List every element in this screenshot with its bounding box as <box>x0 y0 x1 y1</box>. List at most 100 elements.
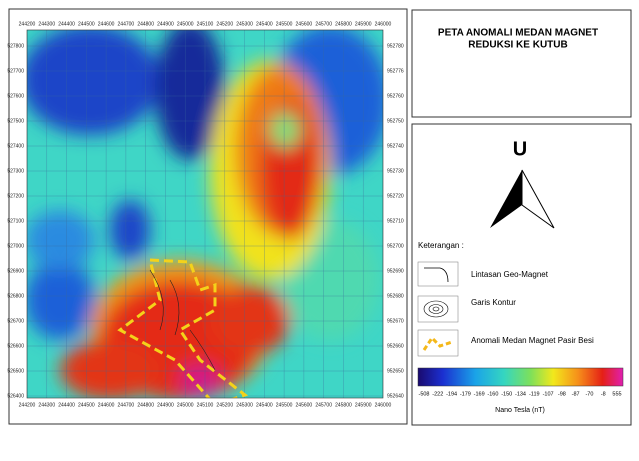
legend-item: Lintasan Geo-Magnet <box>471 270 549 279</box>
x-tick-label: 245000 <box>177 402 194 408</box>
x-tick-label: 244500 <box>78 402 95 408</box>
x-tick-label: 245700 <box>315 402 332 408</box>
y-tick-label: 952780 <box>387 43 404 49</box>
colorbar-label: -179 <box>460 391 471 397</box>
y-tick-label: 527000 <box>7 243 24 249</box>
y-tick-label: 526500 <box>7 368 24 374</box>
x-tick-label: 245000 <box>177 21 194 27</box>
x-tick-label: 244200 <box>19 402 36 408</box>
x-tick-label: 245200 <box>216 21 233 27</box>
x-tick-label: 245700 <box>315 21 332 27</box>
x-tick-label: 245300 <box>236 402 253 408</box>
colorbar-label: -134 <box>515 391 526 397</box>
colorbar-unit: Nano Tesla (nT) <box>495 407 545 414</box>
x-tick-label: 245900 <box>355 21 372 27</box>
x-tick-label: 245600 <box>296 21 313 27</box>
x-tick-label: 244400 <box>58 402 75 408</box>
colorbar-label: -169 <box>474 391 485 397</box>
north-label: U <box>513 138 527 160</box>
legend-swatch <box>417 295 459 323</box>
colorbar <box>417 367 624 387</box>
colorbar-label: -87 <box>572 391 580 397</box>
y-tick-label: 527300 <box>7 168 24 174</box>
x-tick-label: 245400 <box>256 21 273 27</box>
colorbar-label: -107 <box>543 391 554 397</box>
y-tick-label: 526600 <box>7 343 24 349</box>
north-arrow <box>490 170 522 228</box>
colorbar-label: -150 <box>501 391 512 397</box>
x-tick-label: 245500 <box>276 402 293 408</box>
y-tick-label: 527800 <box>7 43 24 49</box>
y-tick-label: 952730 <box>387 168 404 174</box>
y-tick-label: 527600 <box>7 93 24 99</box>
colorbar-label: -98 <box>558 391 566 397</box>
y-tick-label: 527400 <box>7 143 24 149</box>
y-tick-label: 952680 <box>387 293 404 299</box>
contour <box>149 269 216 371</box>
x-tick-label: 245100 <box>197 402 214 408</box>
x-tick-label: 244500 <box>78 21 95 27</box>
y-tick-label: 952640 <box>387 393 404 399</box>
x-tick-label: 244300 <box>38 402 55 408</box>
x-tick-label: 245300 <box>236 21 253 27</box>
title: PETA ANOMALI MEDAN MAGNET <box>438 28 598 39</box>
legend-line <box>424 267 449 283</box>
y-tick-label: 526400 <box>7 393 24 399</box>
title-box <box>411 9 632 118</box>
y-tick-label: 526700 <box>7 318 24 324</box>
x-tick-label: 245200 <box>216 402 233 408</box>
x-tick-label: 245900 <box>355 402 372 408</box>
x-tick-label: 246000 <box>375 402 392 408</box>
x-tick-label: 244200 <box>19 21 36 27</box>
y-tick-label: 952740 <box>387 143 404 149</box>
x-tick-label: 244900 <box>157 402 174 408</box>
x-tick-label: 245500 <box>276 21 293 27</box>
legend-heading: Keterangan : <box>418 241 464 250</box>
y-tick-label: 527100 <box>7 218 24 224</box>
x-tick-label: 244800 <box>137 21 154 27</box>
x-tick-label: 244400 <box>58 21 75 27</box>
x-tick-label: 245800 <box>335 21 352 27</box>
colorbar-label: -194 <box>446 391 457 397</box>
colorbar-label: -70 <box>585 391 593 397</box>
x-tick-label: 244600 <box>98 402 115 408</box>
y-tick-label: 952760 <box>387 93 404 99</box>
y-tick-label: 952776 <box>387 68 404 74</box>
y-tick-label: 952720 <box>387 193 404 199</box>
y-tick-label: 952710 <box>387 218 404 224</box>
colorbar-label: 555 <box>612 391 621 397</box>
x-tick-label: 245800 <box>335 402 352 408</box>
x-tick-label: 245600 <box>296 402 313 408</box>
y-tick-label: 952650 <box>387 368 404 374</box>
map-area <box>27 30 383 398</box>
y-tick-label: 952690 <box>387 268 404 274</box>
subtitle: REDUKSI KE KUTUB <box>468 40 567 51</box>
north-arrow <box>521 169 555 229</box>
legend-swatch <box>417 329 459 357</box>
anomaly-outline <box>117 258 249 398</box>
x-tick-label: 246000 <box>375 21 392 27</box>
x-tick-label: 244900 <box>157 21 174 27</box>
y-tick-label: 952750 <box>387 118 404 124</box>
y-tick-label: 527500 <box>7 118 24 124</box>
x-tick-label: 244800 <box>137 402 154 408</box>
y-tick-label: 526800 <box>7 293 24 299</box>
x-tick-label: 245400 <box>256 402 273 408</box>
x-tick-label: 245100 <box>197 21 214 27</box>
colorbar-label: -508 <box>418 391 429 397</box>
y-tick-label: 952660 <box>387 343 404 349</box>
x-tick-label: 244600 <box>98 21 115 27</box>
legend-item: Garis Kontur <box>471 298 516 307</box>
legend-swatch <box>417 261 459 287</box>
colorbar-label: -160 <box>487 391 498 397</box>
y-tick-label: 952670 <box>387 318 404 324</box>
y-tick-label: 952700 <box>387 243 404 249</box>
colorbar-label: -8 <box>601 391 606 397</box>
y-tick-label: 526900 <box>7 268 24 274</box>
colorbar-label: -119 <box>529 391 540 397</box>
x-tick-label: 244700 <box>118 402 135 408</box>
colorbar-label: -222 <box>432 391 443 397</box>
y-tick-label: 527200 <box>7 193 24 199</box>
y-tick-label: 527700 <box>7 68 24 74</box>
